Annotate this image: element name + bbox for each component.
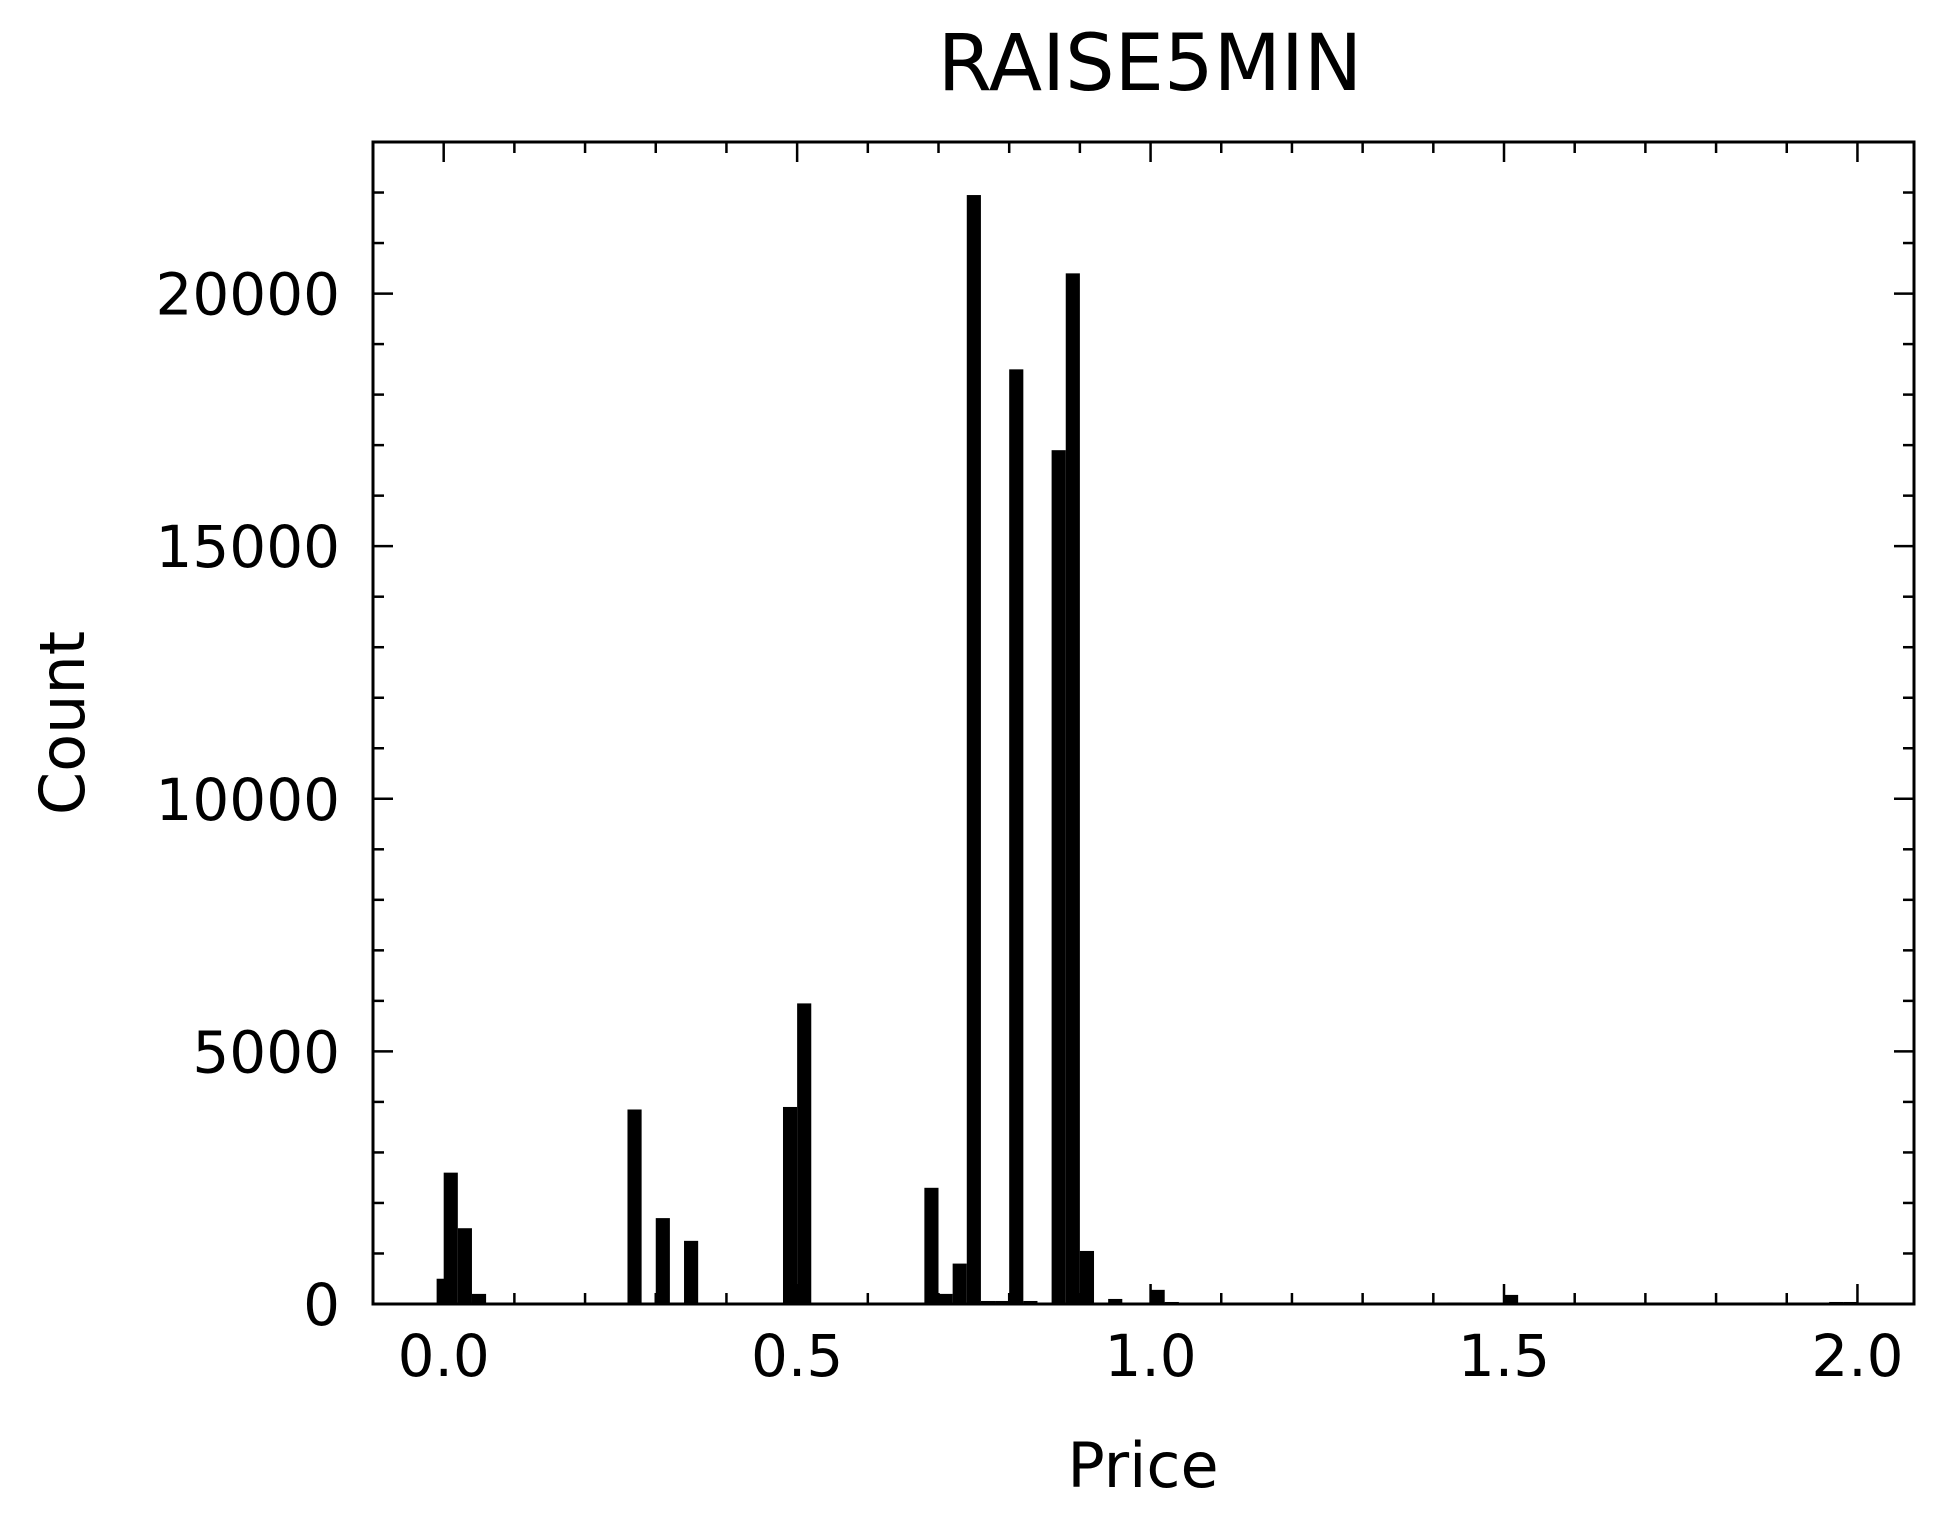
histogram-bar bbox=[1065, 273, 1080, 1304]
histogram-bar bbox=[443, 1172, 458, 1304]
x-tick-label: 0.5 bbox=[751, 1322, 843, 1390]
bars-layer bbox=[436, 195, 1858, 1304]
x-tick-label: 2.0 bbox=[1811, 1322, 1903, 1390]
histogram-bar bbox=[924, 1187, 939, 1304]
y-tick-label: 15000 bbox=[155, 513, 340, 581]
y-axis-label: Count bbox=[26, 631, 99, 815]
histogram-bar bbox=[1108, 1298, 1123, 1304]
tick-labels-layer: 0.0 0.5 1.0 1.5 2.0 0 5000 10000 15000 20000 bbox=[155, 261, 1903, 1390]
y-tick-label: 10000 bbox=[155, 766, 340, 834]
histogram-bar bbox=[1079, 1250, 1095, 1304]
histogram-bar bbox=[797, 1003, 812, 1304]
histogram-bar bbox=[1150, 1289, 1165, 1304]
histogram-bar bbox=[1051, 450, 1066, 1304]
y-tick-label: 20000 bbox=[155, 261, 340, 329]
histogram-bar bbox=[782, 1106, 798, 1304]
histogram-bar bbox=[655, 1218, 670, 1304]
chart-title: RAISE5MIN bbox=[938, 19, 1362, 109]
histogram-bar bbox=[684, 1240, 699, 1304]
y-tick-label: 0 bbox=[303, 1271, 340, 1339]
histogram-bar bbox=[966, 195, 981, 1304]
ticks-layer bbox=[371, 142, 1914, 1306]
histogram-bar bbox=[952, 1263, 967, 1304]
histogram-bar bbox=[938, 1293, 953, 1304]
plot-frame bbox=[371, 140, 1916, 1306]
histogram-bar bbox=[1009, 369, 1024, 1304]
histogram-bar bbox=[471, 1293, 487, 1304]
x-axis-label: Price bbox=[1067, 1429, 1218, 1502]
x-tick-label: 0.0 bbox=[398, 1322, 490, 1390]
x-tick-label: 1.5 bbox=[1458, 1322, 1550, 1390]
histogram-bar bbox=[1023, 1300, 1038, 1304]
x-tick-label: 1.0 bbox=[1104, 1322, 1196, 1390]
y-tick-label: 5000 bbox=[192, 1018, 340, 1086]
histogram-bar bbox=[995, 1300, 1010, 1304]
histogram-bar bbox=[457, 1228, 472, 1304]
histogram-bar bbox=[980, 1300, 996, 1304]
histogram-bar bbox=[627, 1109, 642, 1304]
histogram-bar bbox=[1504, 1294, 1519, 1304]
